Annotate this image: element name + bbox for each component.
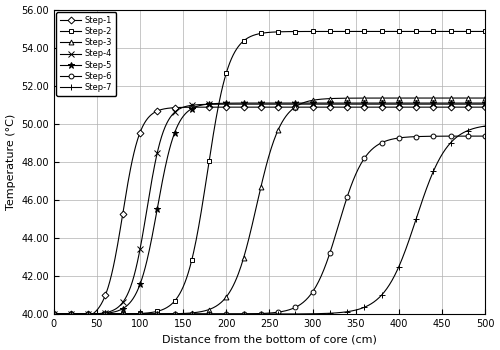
Step-5 [158, 188, 164, 192]
Line: Step-1: Step-1 [52, 105, 488, 316]
Step-3 [328, 97, 334, 101]
Step-6 [482, 134, 488, 138]
Step-3 [176, 312, 182, 316]
Step-5 [482, 101, 488, 105]
Step-2 [158, 308, 164, 313]
Step-1 [334, 105, 340, 109]
Line: Step-7: Step-7 [51, 123, 488, 317]
Step-1 [158, 108, 164, 112]
Step-4 [328, 102, 334, 106]
Line: Step-4: Step-4 [51, 102, 488, 317]
Step-2 [334, 29, 340, 34]
Step-5 [50, 312, 56, 316]
Step-3 [482, 96, 488, 100]
Step-6 [158, 312, 164, 316]
Step-7 [208, 312, 214, 316]
Step-3 [50, 312, 56, 316]
Step-4 [482, 102, 488, 106]
Step-1 [50, 312, 56, 316]
Step-5 [176, 121, 182, 125]
Step-5 [328, 101, 334, 105]
Step-3 [408, 96, 414, 100]
Line: Step-6: Step-6 [52, 134, 488, 316]
Step-1 [176, 105, 182, 110]
Step-3 [334, 96, 340, 100]
Step-6 [408, 135, 414, 139]
Step-6 [176, 312, 182, 316]
Step-4 [452, 102, 458, 106]
Legend: Step-1, Step-2, Step-3, Step-4, Step-5, Step-6, Step-7: Step-1, Step-2, Step-3, Step-4, Step-5, … [56, 12, 116, 96]
Step-5 [334, 101, 340, 105]
Step-4 [158, 137, 164, 141]
Step-7 [482, 124, 488, 128]
Y-axis label: Temperature (°C): Temperature (°C) [6, 114, 16, 210]
Step-3 [208, 307, 214, 311]
Step-7 [328, 311, 334, 315]
Step-1 [482, 105, 488, 109]
Line: Step-5: Step-5 [50, 99, 488, 317]
Line: Step-2: Step-2 [52, 29, 488, 316]
Step-4 [208, 102, 214, 106]
Line: Step-3: Step-3 [52, 96, 488, 316]
Step-2 [482, 29, 488, 34]
Step-6 [208, 312, 214, 316]
Step-2 [408, 29, 414, 34]
Step-5 [208, 102, 214, 106]
Step-1 [208, 105, 214, 109]
Step-1 [328, 105, 334, 109]
Step-6 [328, 246, 334, 250]
Step-7 [158, 312, 164, 316]
Step-4 [50, 312, 56, 316]
Step-2 [176, 293, 182, 297]
Step-7 [50, 312, 56, 316]
Step-6 [50, 312, 56, 316]
Step-5 [408, 101, 414, 105]
Step-2 [328, 29, 334, 34]
Step-7 [334, 311, 340, 315]
Step-1 [428, 105, 434, 109]
Step-2 [208, 148, 214, 152]
Step-7 [408, 232, 414, 237]
Step-6 [334, 229, 340, 233]
Step-4 [334, 102, 340, 106]
Step-4 [176, 107, 182, 111]
X-axis label: Distance from the bottom of core (cm): Distance from the bottom of core (cm) [162, 335, 377, 344]
Step-3 [158, 312, 164, 316]
Step-2 [50, 312, 56, 316]
Step-7 [176, 312, 182, 316]
Step-1 [408, 105, 414, 109]
Step-4 [408, 102, 414, 106]
